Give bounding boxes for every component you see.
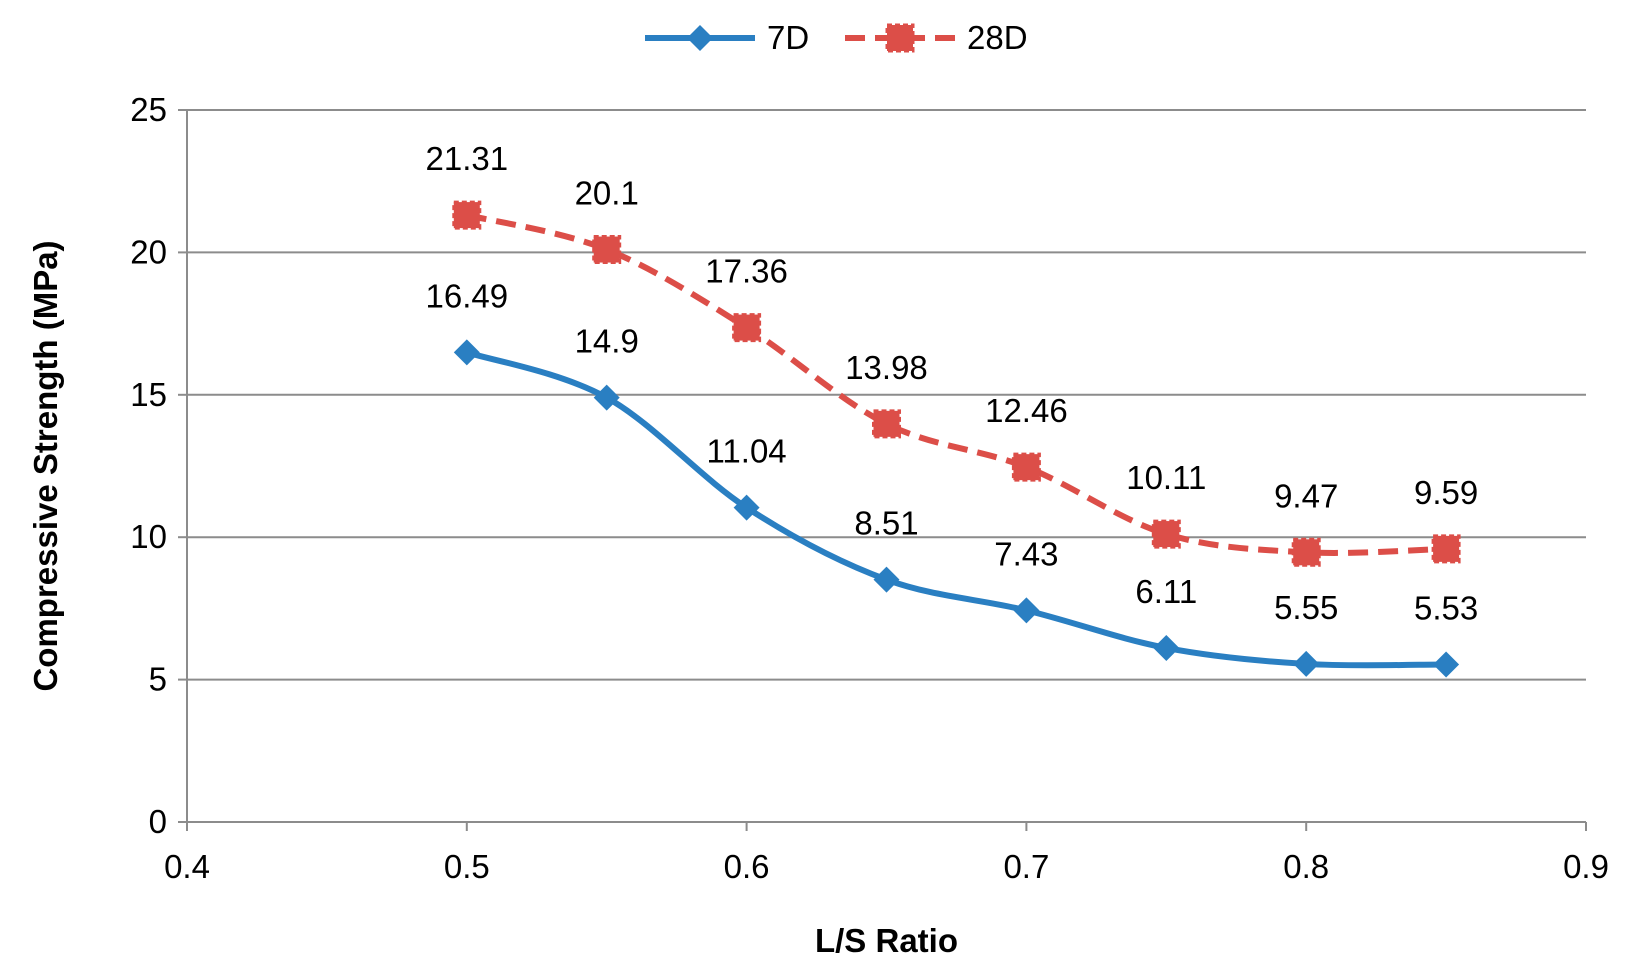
x-tick-label: 0.5 — [444, 848, 490, 885]
y-tick-label: 20 — [130, 233, 167, 270]
series-7d — [453, 339, 1460, 678]
data-point-28d — [732, 313, 762, 343]
y-tick-label: 25 — [130, 91, 167, 128]
tick-labels: 0 5 10 15 20 25 0.4 0.5 0.6 0.7 0.8 0.9 — [130, 91, 1609, 885]
data-label-7d: 16.49 — [426, 277, 509, 314]
data-labels: 16.49 14.9 11.04 8.51 7.43 6.11 5.55 5.53 21.31 2… — [426, 140, 1479, 626]
legend-item-28d: 28D — [845, 19, 1028, 56]
data-label-7d: 11.04 — [707, 433, 787, 470]
legend-label: 7D — [767, 19, 809, 56]
data-label-28d: 13.98 — [845, 349, 928, 386]
data-point-28d — [872, 409, 901, 439]
legend-marker — [687, 25, 713, 51]
gridlines — [187, 109, 1586, 681]
y-axis-title: Compressive Strength (MPa) — [27, 240, 64, 691]
data-label-7d: 14.9 — [575, 323, 639, 360]
data-label-28d: 21.31 — [426, 140, 509, 177]
data-label-28d: 12.46 — [985, 392, 1068, 429]
data-point-7d — [1013, 597, 1040, 624]
legend: 7D 28D — [645, 19, 1028, 56]
series-line-7d — [465, 349, 1447, 669]
data-label-28d: 9.47 — [1274, 477, 1338, 514]
x-tick-label: 0.9 — [1563, 848, 1609, 885]
data-point-7d — [453, 339, 480, 366]
data-label-28d: 17.36 — [705, 253, 788, 290]
x-tick-label: 0.4 — [164, 848, 210, 885]
data-label-28d: 9.59 — [1414, 474, 1478, 511]
y-tick-label: 0 — [149, 803, 167, 840]
data-point-7d — [1153, 634, 1180, 661]
data-point-28d — [1011, 452, 1041, 482]
data-label-7d: 6.11 — [1135, 573, 1197, 610]
data-point-28d — [1431, 534, 1461, 564]
data-label-7d: 8.51 — [854, 505, 918, 542]
series — [452, 200, 1461, 678]
legend-label: 28D — [967, 19, 1028, 56]
x-axis-title: L/S Ratio — [815, 922, 958, 959]
series-28d — [452, 200, 1461, 567]
y-tick-label: 5 — [149, 661, 167, 698]
data-point-28d — [592, 235, 622, 265]
data-label-7d: 5.55 — [1274, 589, 1338, 626]
series-line-28d — [466, 212, 1447, 556]
data-point-7d — [1433, 651, 1460, 678]
y-tick-label: 15 — [130, 376, 167, 413]
data-label-28d: 10.11 — [1126, 459, 1206, 496]
data-point-28d — [452, 200, 482, 230]
axes — [186, 110, 1586, 823]
x-tick-label: 0.7 — [1003, 848, 1049, 885]
y-tick-label: 10 — [130, 518, 167, 555]
x-tick-label: 0.8 — [1283, 848, 1329, 885]
data-label-28d: 20.1 — [575, 175, 639, 212]
data-point-7d — [593, 384, 620, 411]
x-tick-label: 0.6 — [724, 848, 770, 885]
data-point-28d — [1291, 537, 1321, 567]
data-point-7d — [1293, 650, 1320, 677]
legend-item-7d: 7D — [645, 19, 809, 56]
legend-marker — [885, 23, 915, 53]
data-point-28d — [1151, 519, 1181, 549]
data-point-7d — [733, 494, 760, 521]
data-point-7d — [873, 566, 900, 593]
data-label-7d: 7.43 — [994, 535, 1058, 572]
data-label-7d: 5.53 — [1414, 590, 1478, 627]
